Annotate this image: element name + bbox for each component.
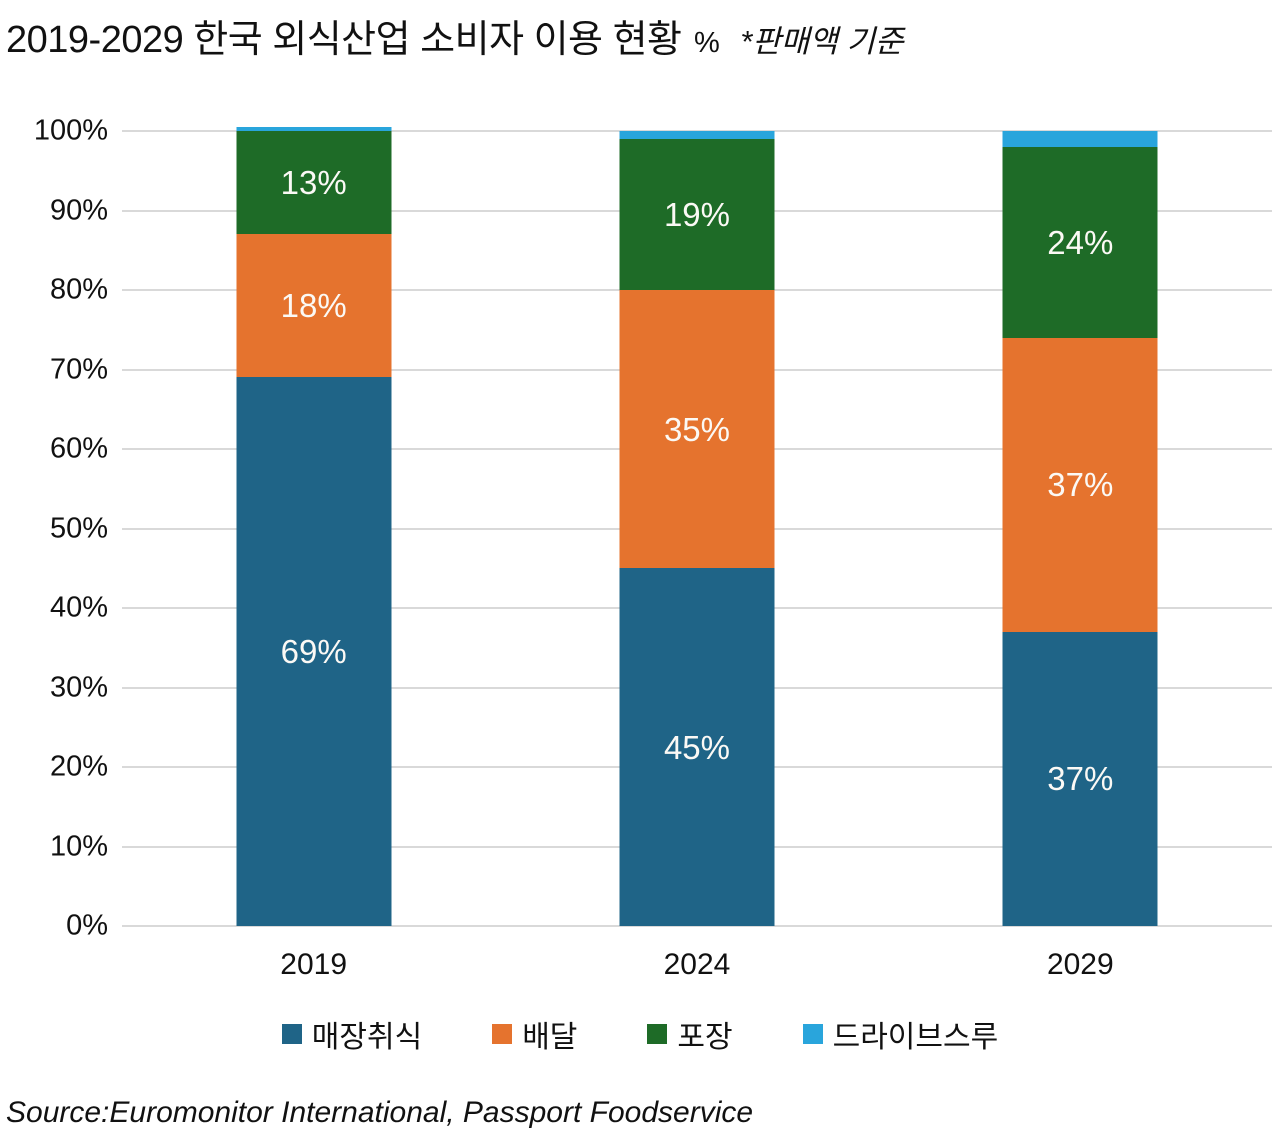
bars-layer: 69% 18% 13% 45% 35% 19% 37% 37% 24% [122, 127, 1272, 926]
legend-swatch-icon [647, 1024, 668, 1044]
y-axis-tick-label: 0% [66, 909, 108, 942]
y-axis-tick-label: 10% [49, 830, 108, 862]
x-axis-label-2019: 2019 [280, 948, 348, 981]
legend-label: 드라이브스루 [832, 1021, 999, 1054]
data-label: 13% [280, 164, 347, 202]
bar-2029: 37% 37% 24% [1002, 131, 1158, 926]
data-label: 37% [1047, 760, 1114, 798]
legend-swatch-icon [492, 1024, 513, 1044]
bar-segment-배달-2029: 37% [1002, 337, 1158, 632]
bar-segment-배달-2024: 35% [619, 290, 775, 569]
y-axis-tick-label: 90% [49, 194, 108, 226]
bar-2024: 45% 35% 19% [619, 131, 775, 926]
y-axis-tick-label: 100% [33, 114, 108, 147]
bar-segment-드라이브스루-2029 [1002, 131, 1158, 147]
bar-segment-매장취식-2029: 37% [1002, 631, 1158, 926]
chart-title-text: 2019-2029 한국 외식산업 소비자 이용 현황 [6, 19, 682, 61]
data-label: 18% [280, 287, 347, 325]
source-note: Source:Euromonitor International, Passpo… [6, 1096, 754, 1129]
y-axis-tick-label: 60% [49, 432, 108, 465]
bar-slot-2029: 37% 37% 24% [889, 131, 1272, 926]
legend-item-배달: 배달 [492, 1012, 577, 1056]
data-label: 19% [663, 195, 731, 233]
bar-segment-포장-2024: 19% [619, 138, 775, 290]
chart-title-unit: % [693, 27, 720, 59]
x-axis-label-2024: 2024 [663, 948, 731, 981]
legend-item-드라이브스루: 드라이브스루 [802, 1012, 999, 1056]
legend-label: 포장 [677, 1021, 733, 1054]
legend-label: 배달 [522, 1021, 578, 1054]
bar-segment-포장-2029: 24% [1002, 146, 1158, 338]
legend: 매장취식 배달 포장 드라이브스루 [0, 1012, 1280, 1056]
y-axis-tick-label: 70% [49, 353, 108, 385]
y-axis-tick-label: 30% [49, 671, 108, 703]
bar-slot-2024: 45% 35% 19% [505, 131, 888, 926]
legend-swatch-icon [281, 1024, 302, 1044]
chart-title: 2019-2029 한국 외식산업 소비자 이용 현황 % *판매액 기준 [6, 8, 903, 63]
bar-segment-배달-2019: 18% [236, 234, 392, 378]
legend-swatch-icon [802, 1024, 823, 1044]
data-label: 45% [663, 728, 731, 766]
y-axis-tick-label: 40% [49, 591, 108, 624]
legend-label: 매장취식 [311, 1021, 423, 1054]
bar-segment-포장-2019: 13% [236, 131, 392, 235]
y-axis-tick-label: 50% [49, 512, 108, 544]
data-label: 37% [1047, 466, 1114, 504]
bar-segment-매장취식-2019: 69% [236, 377, 392, 926]
bar-segment-드라이브스루-2019 [236, 127, 392, 132]
y-axis-tick-label: 80% [49, 273, 108, 306]
y-axis-tick-label: 20% [49, 750, 108, 783]
legend-item-포장: 포장 [647, 1012, 733, 1056]
data-label: 24% [1047, 223, 1114, 261]
x-axis: 2019 2024 2029 [122, 948, 1272, 988]
bar-slot-2019: 69% 18% 13% [122, 127, 505, 926]
plot-area: 69% 18% 13% 45% 35% 19% 37% 37% 24% [122, 127, 1272, 927]
data-label: 69% [280, 633, 347, 671]
bar-segment-드라이브스루-2024 [619, 131, 775, 139]
bar-segment-매장취식-2024: 45% [619, 568, 775, 926]
gridline [122, 130, 1272, 132]
legend-item-매장취식: 매장취식 [281, 1012, 423, 1056]
data-label: 35% [663, 410, 731, 448]
y-axis: 0% 10% 20% 30% 40% 50% 60% 70% 80% 90% 100% [0, 116, 108, 940]
gridline [122, 925, 1272, 927]
x-axis-label-2029: 2029 [1046, 948, 1114, 981]
chart-title-note: *판매액 기준 [740, 24, 904, 59]
bar-2019: 69% 18% 13% [236, 127, 392, 926]
